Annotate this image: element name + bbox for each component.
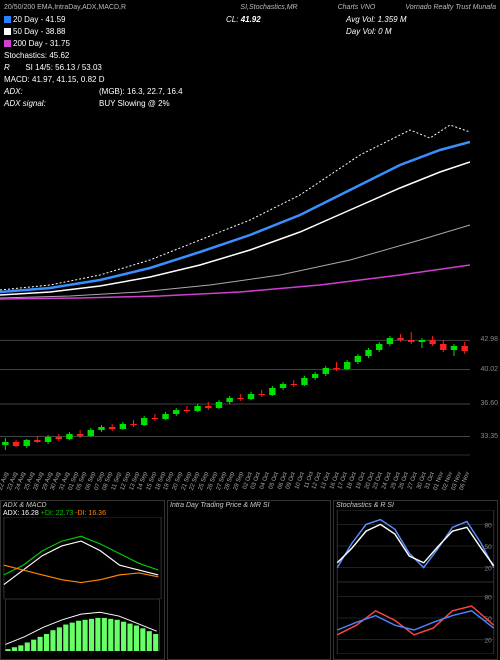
stoch-top-chart: 20 50 80 — [334, 510, 497, 582]
ema20-label: 20 Day - 41.59 — [13, 15, 65, 24]
svg-text:50: 50 — [484, 544, 492, 551]
adx-mgb: (MGB): 16.3, 22.7, 16.4 — [99, 86, 183, 98]
svg-text:80: 80 — [484, 522, 492, 529]
macd-chart — [1, 599, 164, 651]
date-axis: 22 Aug23 Aug24 Aug25 Aug28 Aug29 Aug30 A… — [0, 472, 470, 497]
main-price-chart — [0, 110, 470, 300]
stochastics-label: Stochastics: 45.62 — [4, 50, 69, 62]
adx-val: ADX: 16.28 — [3, 510, 39, 517]
price-axis-labels: 42.9840.0236.6033.35 — [470, 310, 500, 470]
svg-text:80: 80 — [484, 594, 492, 601]
adx-label: ADX: — [4, 86, 99, 98]
header-line1-center: SI,Stochastics,MR — [240, 2, 297, 14]
ema20-swatch — [4, 16, 11, 23]
stoch-panel-title: Stochastics & R SI — [334, 501, 497, 510]
ema50-swatch — [4, 28, 11, 35]
stochastics-panel: Stochastics & R SI 205080 205080 — [333, 500, 498, 660]
header-line1-left: 20/50/200 EMA,IntraDay,ADX,MACD,R — [4, 2, 240, 14]
adx-signal-label: ADX signal: — [4, 98, 99, 110]
avg-vol: Avg Vol: 1.359 M — [346, 14, 496, 26]
chart-header: 20/50/200 EMA,IntraDay,ADX,MACD,R SI,Sto… — [0, 0, 500, 110]
day-vol: Day Vol: 0 M — [346, 26, 496, 38]
pdi-val: +DI: 22.73 — [41, 510, 74, 517]
intra-panel-title: Intra Day Trading Price & MR SI — [168, 501, 330, 510]
ema200-swatch — [4, 40, 11, 47]
ema50-label: 50 Day - 38.88 — [13, 27, 65, 36]
stoch-bot-chart: 205080 — [334, 582, 497, 654]
cl-value: 41.92 — [241, 15, 261, 24]
candlestick-chart — [0, 310, 470, 470]
svg-text:20: 20 — [484, 565, 492, 572]
ema200-label: 200 Day - 31.75 — [13, 39, 70, 48]
macd-label: MACD: 41.97, 41.15, 0.82 D — [4, 74, 105, 86]
r-label: R — [4, 63, 10, 72]
header-symbol: Charts VNO — [338, 2, 376, 14]
svg-text:20: 20 — [484, 637, 492, 644]
intraday-panel: Intra Day Trading Price & MR SI — [167, 500, 331, 660]
adx-macd-panel: ADX & MACD ADX: 16.28 +DI: 22.73 -DI: 16… — [0, 500, 165, 660]
cl-label: CL: — [226, 15, 238, 24]
adx-panel-title: ADX & MACD — [1, 501, 164, 510]
rsi-label: SI 14/5: 56.13 / 53.03 — [25, 63, 102, 72]
adx-chart — [1, 517, 164, 599]
adx-signal-val: BUY Slowing @ 2% — [99, 98, 170, 110]
mdi-val: -DI: 16.36 — [75, 510, 106, 517]
header-company: Vornado Realty Trust Munafa — [405, 2, 496, 14]
